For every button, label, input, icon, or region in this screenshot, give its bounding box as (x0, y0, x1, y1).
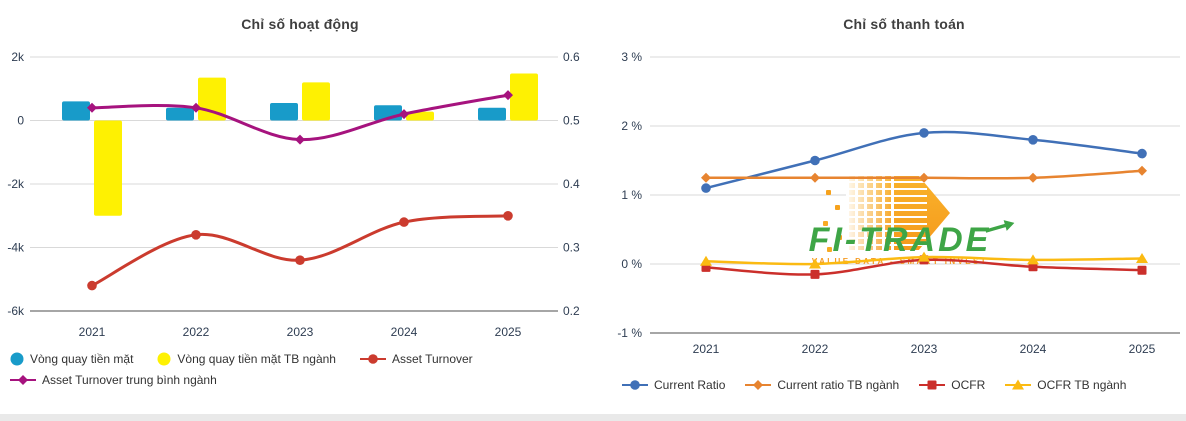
svg-text:-6k: -6k (7, 304, 25, 318)
legend-item[interactable]: Vòng quay tiền mặt (10, 352, 133, 366)
liquidity-chart-plot[interactable] (600, 0, 1186, 414)
legend-circle-swatch-icon (10, 352, 24, 366)
svg-text:2k: 2k (11, 50, 25, 64)
legend-item[interactable]: Asset Turnover (359, 352, 473, 366)
svg-text:0.5: 0.5 (563, 114, 580, 128)
legend-item[interactable]: OCFR (919, 378, 985, 392)
legend-label: Current Ratio (654, 378, 726, 392)
legend-item[interactable]: OCFR TB ngành (1005, 378, 1126, 392)
legend-line-marker-icon (622, 380, 648, 390)
activity-chart-title: Chỉ số hoạt động (241, 16, 359, 32)
legend-label: Current ratio TB ngành (777, 378, 900, 392)
svg-text:-4k: -4k (7, 241, 25, 255)
svg-text:1 %: 1 % (621, 188, 642, 202)
liquidity-chart-title: Chỉ số thanh toán (843, 16, 965, 32)
svg-text:2022: 2022 (802, 342, 829, 356)
legend-line-marker-icon (745, 380, 772, 390)
svg-text:2023: 2023 (911, 342, 938, 356)
legend-label: Asset Turnover (391, 352, 473, 366)
svg-text:0.4: 0.4 (563, 177, 580, 191)
svg-text:2 %: 2 % (621, 119, 642, 133)
svg-text:2025: 2025 (1129, 342, 1156, 356)
svg-text:-2k: -2k (7, 177, 25, 191)
legend-item[interactable]: Current ratio TB ngành (745, 378, 899, 392)
legend-item[interactable]: Vòng quay tiền mặt TB ngành (157, 352, 336, 366)
liquidity-chart-legend: Current Ratio Current ratio TB ngành OCFR O… (622, 378, 1182, 392)
svg-text:2024: 2024 (1020, 342, 1047, 356)
legend-line-marker-icon (1005, 379, 1032, 390)
svg-text:2024: 2024 (391, 325, 418, 339)
activity-chart-panel: Chỉ số hoạt động 2k 0.6 0 0.5 -2k 0.4 -4k 0.3 -6… (0, 0, 600, 414)
bottom-scrollbar-track (0, 414, 1186, 421)
activity-chart-grid: 2k 0.6 0 0.5 -2k 0.4 -4k 0.3 -6k 0.2 2021 2022 2023 2… (7, 50, 580, 339)
legend-circle-swatch-icon (157, 352, 171, 366)
activity-chart-plot[interactable] (0, 0, 600, 414)
legend-line-marker-icon (919, 380, 946, 390)
svg-text:2021: 2021 (693, 342, 720, 356)
svg-text:2021: 2021 (79, 325, 106, 339)
svg-text:0.3: 0.3 (563, 241, 580, 255)
svg-text:-1 %: -1 % (617, 326, 642, 340)
legend-label: Asset Turnover trung bình ngành (42, 373, 217, 387)
svg-text:0 %: 0 % (621, 257, 642, 271)
activity-chart-legend: Vòng quay tiền mặt Vòng quay tiền mặt TB … (10, 352, 582, 387)
legend-label: OCFR (951, 378, 986, 392)
svg-text:0: 0 (17, 114, 24, 128)
legend-label: Vòng quay tiền mặt TB ngành (177, 352, 336, 366)
svg-text:2022: 2022 (183, 325, 210, 339)
svg-text:2025: 2025 (495, 325, 522, 339)
liquidity-chart-grid: 3 % 2 % 1 % 0 % -1 % 2021 2022 2023 2024 2025 (617, 50, 1180, 356)
svg-text:0.6: 0.6 (563, 50, 580, 64)
legend-line-marker-icon (10, 375, 36, 385)
legend-item[interactable]: Current Ratio (622, 378, 725, 392)
legend-label: OCFR TB ngành (1037, 378, 1127, 392)
legend-item[interactable]: Asset Turnover trung bình ngành (10, 373, 217, 387)
svg-text:0.2: 0.2 (563, 304, 580, 318)
svg-text:2023: 2023 (287, 325, 314, 339)
svg-text:3 %: 3 % (621, 50, 642, 64)
legend-label: Vòng quay tiền mặt (30, 352, 134, 366)
liquidity-chart-panel: Chỉ số thanh toán 3 % 2 % 1 % 0 % -1 % 2021 20… (600, 0, 1186, 414)
legend-line-marker-icon (359, 354, 386, 364)
